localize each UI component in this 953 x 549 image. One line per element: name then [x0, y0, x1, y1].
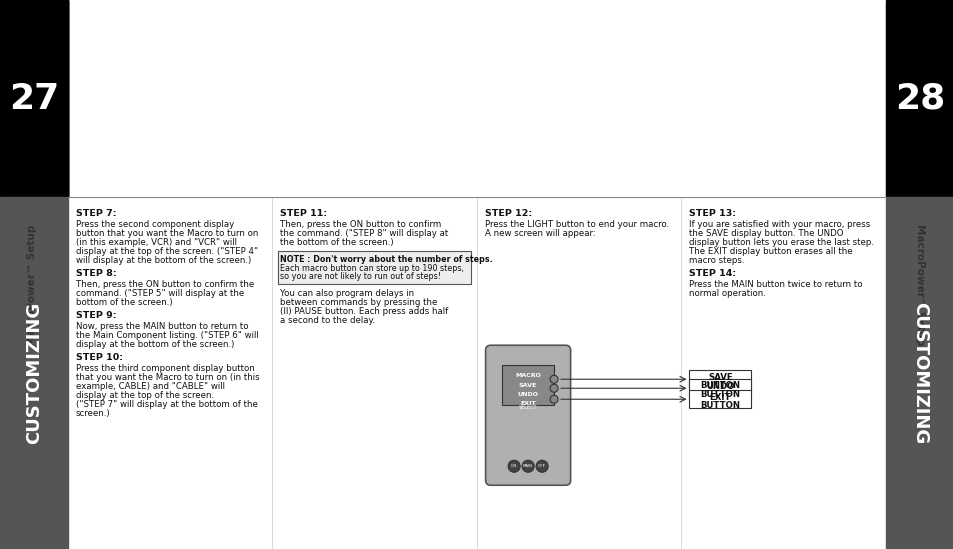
- Text: so you are not likely to run out of steps!: so you are not likely to run out of step…: [280, 272, 441, 281]
- Text: (in this example, VCR) and "VCR" will: (in this example, VCR) and "VCR" will: [76, 238, 236, 247]
- Text: that you want the Macro to turn on (in this: that you want the Macro to turn on (in t…: [76, 373, 259, 382]
- Text: 27: 27: [9, 81, 59, 115]
- Text: A new screen will appear:: A new screen will appear:: [484, 229, 595, 238]
- Text: button that you want the Macro to turn on: button that you want the Macro to turn o…: [76, 229, 258, 238]
- Text: You can also program delays in: You can also program delays in: [280, 289, 415, 298]
- Text: SELECT: SELECT: [518, 405, 537, 410]
- Text: the Main Component listing. ("STEP 6" will: the Main Component listing. ("STEP 6" wi…: [76, 331, 258, 340]
- Text: STEP 12:: STEP 12:: [484, 209, 532, 218]
- Text: screen.): screen.): [76, 409, 111, 418]
- FancyBboxPatch shape: [485, 345, 570, 485]
- Text: CUSTOMIZING: CUSTOMIZING: [25, 302, 43, 444]
- Text: SAVE: SAVE: [707, 373, 732, 382]
- Circle shape: [521, 460, 534, 472]
- Text: bottom of the screen.): bottom of the screen.): [76, 298, 172, 307]
- Bar: [501, 365, 554, 405]
- Text: MacroPower™ Setup: MacroPower™ Setup: [27, 225, 37, 346]
- Text: MAIN: MAIN: [522, 464, 533, 468]
- Text: If you are satisfied with your macro, press: If you are satisfied with your macro, pr…: [689, 220, 870, 229]
- Bar: [0, 0, 68, 197]
- Bar: [885, 0, 953, 197]
- Circle shape: [508, 460, 519, 472]
- Text: the SAVE display button. The UNDO: the SAVE display button. The UNDO: [689, 229, 843, 238]
- Text: BUTTON: BUTTON: [700, 381, 740, 390]
- Text: between commands by pressing the: between commands by pressing the: [280, 298, 437, 307]
- Text: Now, press the MAIN button to return to: Now, press the MAIN button to return to: [76, 322, 248, 331]
- Text: MacroPower™ Setup: MacroPower™ Setup: [914, 225, 924, 346]
- Circle shape: [550, 395, 558, 403]
- Bar: [689, 379, 751, 397]
- Text: command. ("STEP 5" will display at the: command. ("STEP 5" will display at the: [76, 289, 244, 298]
- Text: macro steps.: macro steps.: [689, 256, 744, 265]
- Bar: [689, 370, 751, 388]
- Text: Press the third component display button: Press the third component display button: [76, 364, 254, 373]
- Circle shape: [550, 375, 558, 383]
- Text: EXIT: EXIT: [519, 401, 536, 406]
- Text: Each macro button can store up to 190 steps,: Each macro button can store up to 190 st…: [280, 264, 464, 272]
- Text: STEP 11:: STEP 11:: [280, 209, 327, 218]
- Bar: [885, 2, 953, 197]
- Text: STEP 10:: STEP 10:: [76, 353, 123, 362]
- Text: Press the second component display: Press the second component display: [76, 220, 234, 229]
- Text: UNDO: UNDO: [705, 382, 734, 391]
- Text: STEP 7:: STEP 7:: [76, 209, 116, 218]
- Bar: [0, 2, 68, 197]
- Text: SAVE: SAVE: [518, 383, 537, 388]
- Bar: [0, 197, 68, 549]
- Text: OFF: OFF: [537, 464, 545, 468]
- Bar: [885, 197, 953, 549]
- Circle shape: [536, 460, 548, 472]
- Text: ("STEP 7" will display at the bottom of the: ("STEP 7" will display at the bottom of …: [76, 400, 257, 409]
- Text: Then, press the ON button to confirm: Then, press the ON button to confirm: [280, 220, 441, 229]
- Circle shape: [550, 384, 558, 392]
- Text: UNDO: UNDO: [517, 392, 538, 397]
- Text: STEP 8:: STEP 8:: [76, 269, 116, 278]
- Text: the bottom of the screen.): the bottom of the screen.): [280, 238, 394, 247]
- Text: display at the top of the screen. ("STEP 4": display at the top of the screen. ("STEP…: [76, 247, 258, 256]
- Bar: [0, 0, 68, 197]
- Text: CUSTOMIZING: CUSTOMIZING: [910, 302, 928, 444]
- Text: (II) PAUSE button. Each press adds half: (II) PAUSE button. Each press adds half: [280, 307, 448, 316]
- Text: ON: ON: [511, 464, 517, 468]
- Text: STEP 14:: STEP 14:: [689, 269, 736, 278]
- Bar: [0, 0, 68, 197]
- Text: example, CABLE) and "CABLE" will: example, CABLE) and "CABLE" will: [76, 382, 225, 391]
- Text: BUTTON: BUTTON: [700, 401, 740, 410]
- Text: Press the LIGHT button to end your macro.: Press the LIGHT button to end your macro…: [484, 220, 668, 229]
- Text: Press the MAIN button twice to return to: Press the MAIN button twice to return to: [689, 280, 862, 289]
- Text: MACRO: MACRO: [515, 373, 540, 378]
- Text: 28: 28: [894, 81, 944, 115]
- Text: display at the top of the screen.: display at the top of the screen.: [76, 391, 213, 400]
- Text: will display at the bottom of the screen.): will display at the bottom of the screen…: [76, 256, 251, 265]
- Text: display button lets you erase the last step.: display button lets you erase the last s…: [689, 238, 874, 247]
- Bar: [278, 251, 471, 284]
- Text: the command. ("STEP 8" will display at: the command. ("STEP 8" will display at: [280, 229, 448, 238]
- Text: The EXIT display button erases all the: The EXIT display button erases all the: [689, 247, 852, 256]
- Text: Then, press the ON button to confirm the: Then, press the ON button to confirm the: [76, 280, 254, 289]
- Text: a second to the delay.: a second to the delay.: [280, 316, 375, 325]
- Text: display at the bottom of the screen.): display at the bottom of the screen.): [76, 340, 234, 349]
- Text: NOTE : Don't worry about the number of steps.: NOTE : Don't worry about the number of s…: [280, 255, 493, 264]
- Bar: [0, 0, 68, 197]
- Text: EXIT: EXIT: [709, 393, 731, 402]
- Bar: [689, 390, 751, 408]
- Text: STEP 13:: STEP 13:: [689, 209, 736, 218]
- Text: STEP 9:: STEP 9:: [76, 311, 116, 320]
- Text: normal operation.: normal operation.: [689, 289, 765, 298]
- Text: BUTTON: BUTTON: [700, 390, 740, 399]
